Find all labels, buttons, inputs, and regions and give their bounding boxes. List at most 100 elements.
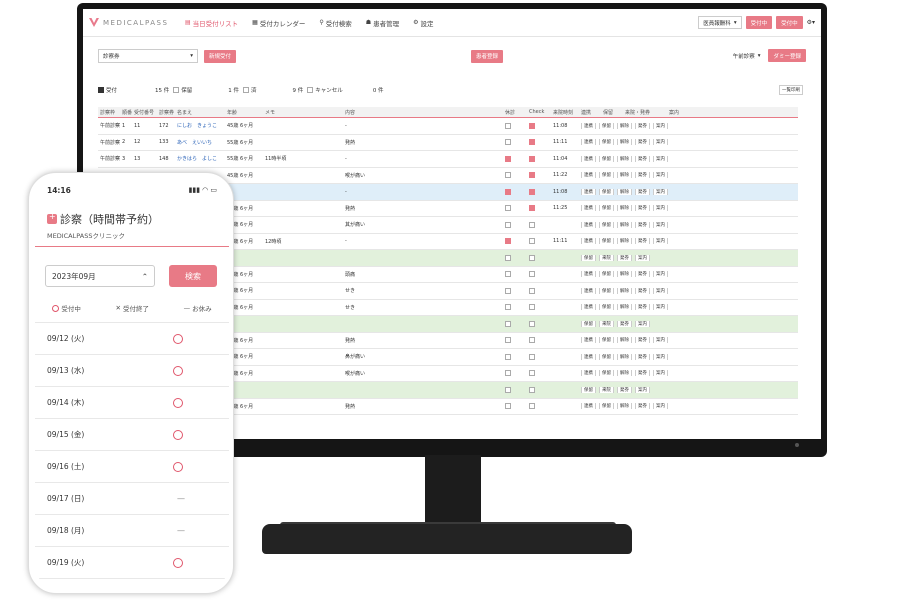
table-row[interactable]: 午前診察 1 11 172 にしお きょうこ 45歳 6ヶ月 -11:08 連携 保留 解除 発券案… — [98, 118, 798, 135]
link-button[interactable]: 連携 — [581, 337, 596, 344]
hold-button[interactable]: 保留 — [599, 122, 614, 129]
visit-button[interactable]: 来院 — [599, 320, 614, 327]
guide-button[interactable]: 案内 — [653, 287, 668, 294]
ticket-button[interactable]: 発券 — [635, 122, 650, 129]
table-row[interactable]: 45歳 6ヶ月 発熱 連携 保留 解除 発券 案内 — [98, 399, 798, 415]
table-row[interactable]: 25歳 6ヶ月 せき 連携 保留 解除 発券 案内 — [98, 300, 798, 316]
guide-button[interactable]: 案内 — [635, 386, 650, 393]
new-reception-button[interactable]: 新規受付 — [204, 49, 237, 63]
hold-button[interactable]: 保留 — [599, 188, 614, 195]
rest-checkbox[interactable] — [505, 386, 511, 393]
guide-button[interactable]: 案内 — [653, 139, 668, 146]
dummy-register-button[interactable]: ダミー登録 — [768, 49, 806, 62]
link-button[interactable]: 連携 — [581, 353, 596, 360]
link-button[interactable]: 連携 — [581, 155, 596, 162]
table-row[interactable]: 保留 来院 発券 案内 — [98, 382, 798, 399]
rest-checkbox[interactable] — [505, 370, 511, 376]
guide-button[interactable]: 案内 — [653, 353, 668, 360]
link-button[interactable]: 連携 — [581, 139, 596, 146]
clinic-select[interactable]: 医員報酬科 ▾ — [698, 16, 742, 29]
ticket-button[interactable]: 発券 — [635, 271, 650, 278]
release-button[interactable]: 解除 — [617, 188, 632, 195]
hold-button[interactable]: 保留 — [599, 353, 614, 360]
rest-checkbox[interactable] — [505, 254, 511, 261]
day-row[interactable]: 09/13 (水) — [35, 355, 229, 387]
nav-item-4[interactable]: ⚙ 設定 — [413, 18, 433, 28]
hold-button[interactable]: 保留 — [599, 370, 614, 377]
link-button[interactable]: 連携 — [581, 188, 596, 195]
ticket-button[interactable]: 発券 — [635, 172, 650, 179]
rest-checkbox[interactable] — [505, 205, 511, 211]
column-header[interactable]: 診察券 — [159, 109, 175, 116]
rest-checkbox[interactable] — [505, 304, 511, 310]
hold-button[interactable]: 保留 — [599, 205, 614, 212]
ticket-button[interactable]: 発券 — [635, 370, 650, 377]
rest-checkbox[interactable] — [505, 139, 511, 145]
column-header[interactable]: 案内 — [669, 109, 680, 116]
hold-button[interactable]: 保留 — [599, 403, 614, 410]
guide-button[interactable]: 案内 — [635, 320, 650, 327]
link-button[interactable]: 連携 — [581, 304, 596, 311]
guide-button[interactable]: 案内 — [653, 403, 668, 410]
visit-button[interactable]: 来院 — [599, 386, 614, 393]
column-header[interactable]: 診察枠 — [100, 109, 116, 116]
check-checkbox[interactable] — [529, 386, 535, 393]
ticket-button[interactable]: 発券 — [635, 304, 650, 311]
hold-button[interactable]: 保留 — [581, 254, 596, 261]
print-list-button[interactable]: 一覧印刷 — [779, 85, 803, 95]
release-button[interactable]: 解除 — [617, 205, 632, 212]
column-header[interactable]: 年齢 — [227, 109, 238, 116]
column-header[interactable]: 受付番号 — [134, 109, 155, 116]
check-checkbox[interactable] — [529, 221, 535, 228]
release-button[interactable]: 解除 — [617, 337, 632, 344]
rest-checkbox[interactable] — [505, 403, 511, 409]
hold-button[interactable]: 保留 — [581, 386, 596, 393]
link-button[interactable]: 連携 — [581, 205, 596, 212]
ticket-button[interactable]: 発券 — [635, 287, 650, 294]
ticket-button[interactable]: 発券 — [635, 139, 650, 146]
rest-checkbox[interactable] — [505, 122, 511, 129]
release-button[interactable]: 解除 — [617, 287, 632, 294]
check-checkbox[interactable] — [529, 320, 535, 327]
nav-item-1[interactable]: ▦ 受付カレンダー — [252, 18, 305, 28]
column-header[interactable]: メモ — [265, 109, 276, 116]
guide-button[interactable]: 案内 — [653, 370, 668, 377]
guide-button[interactable]: 案内 — [653, 155, 668, 162]
column-header[interactable]: 連携 — [581, 109, 592, 116]
ticket-button[interactable]: 発券 — [635, 353, 650, 360]
link-button[interactable]: 連携 — [581, 403, 596, 410]
table-row[interactable]: 15歳 6ヶ月 せき 連携 保留 解除 発券 案内 — [98, 283, 798, 300]
check-checkbox[interactable] — [529, 238, 535, 244]
check-checkbox[interactable] — [529, 403, 535, 409]
column-header[interactable]: 保留 — [603, 109, 614, 116]
display-button[interactable]: 受付中 — [776, 16, 803, 29]
day-row[interactable]: 09/15 (金) — [35, 419, 229, 451]
release-button[interactable]: 解除 — [617, 238, 632, 245]
day-row[interactable]: 09/12 (火) — [35, 323, 229, 355]
ticket-button[interactable]: 発券 — [635, 155, 650, 162]
hold-button[interactable]: 保留 — [599, 287, 614, 294]
table-row[interactable]: 75歳 6ヶ月 其が痛い 連携 保留 解除 発券 案内 — [98, 217, 798, 234]
reception-button[interactable]: 受付中 — [745, 16, 773, 29]
release-button[interactable]: 解除 — [617, 221, 632, 228]
search-button[interactable]: 検索 — [169, 265, 217, 287]
column-header[interactable]: 来院・発券 — [625, 109, 651, 116]
day-row[interactable]: 09/19 (火) — [35, 547, 229, 579]
dept-select[interactable]: 診察券 ▾ — [98, 49, 198, 63]
rest-checkbox[interactable] — [505, 353, 511, 360]
release-button[interactable]: 解除 — [617, 155, 632, 162]
check-checkbox[interactable] — [529, 287, 535, 294]
register-patient-button[interactable]: 患者登録 — [471, 49, 504, 63]
nav-item-3[interactable]: ☗ 患者管理 — [366, 18, 399, 28]
release-button[interactable]: 解除 — [617, 172, 632, 179]
ticket-button[interactable]: 発券 — [635, 337, 650, 344]
rest-checkbox[interactable] — [505, 287, 511, 294]
table-row[interactable]: 65歳 6ヶ月 頭痛 連携 保留 解除 発券 案内 — [98, 267, 798, 283]
link-button[interactable]: 連携 — [581, 238, 596, 245]
done-checkbox[interactable] — [243, 87, 250, 93]
nav-item-2[interactable]: ⚲ 受付検索 — [319, 18, 351, 28]
day-row[interactable]: 09/17 (日) — — [35, 483, 229, 515]
rest-checkbox[interactable] — [505, 221, 511, 228]
ticket-button[interactable]: 発券 — [635, 403, 650, 410]
guide-button[interactable]: 案内 — [653, 172, 668, 179]
